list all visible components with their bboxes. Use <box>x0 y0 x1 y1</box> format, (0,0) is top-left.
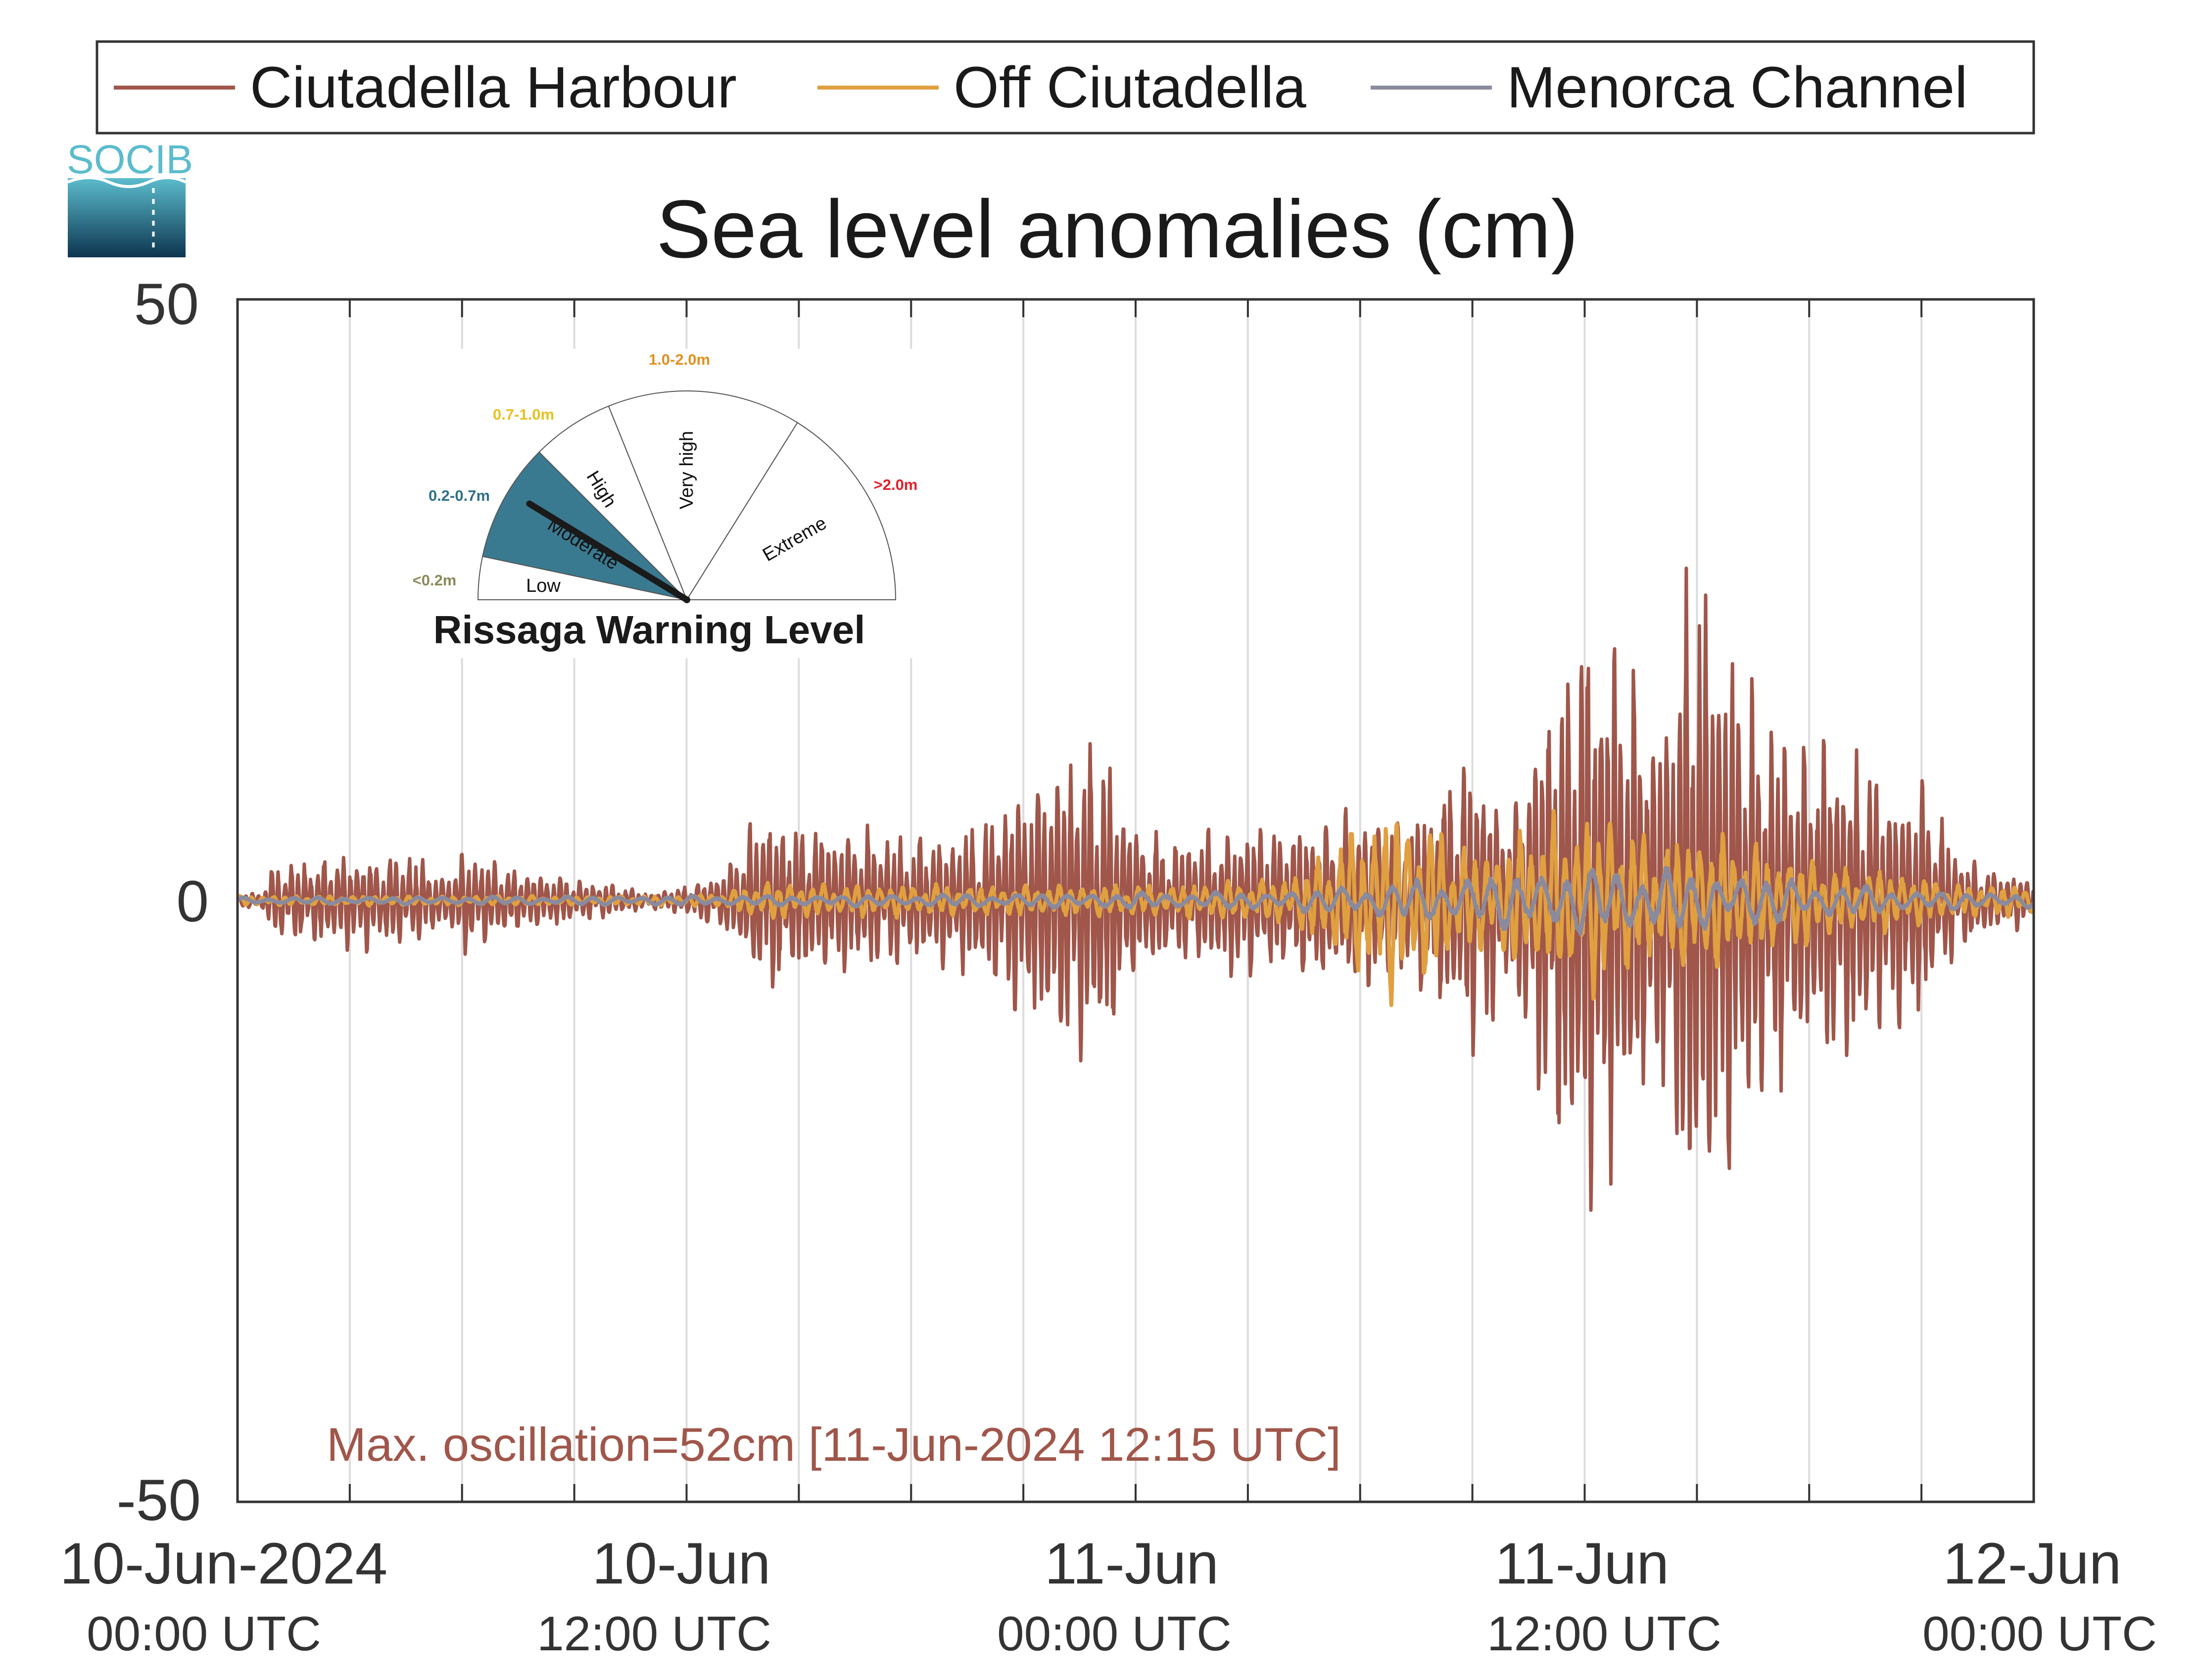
chart-title: Sea level anomalies (cm) <box>656 184 1578 275</box>
gauge-needle <box>526 500 690 603</box>
x-tick-date-3: 11-Jun <box>1495 1531 1669 1596</box>
x-tick-date-4: 12-Jun <box>1943 1531 2122 1596</box>
gauge-sector-extreme <box>686 422 897 600</box>
x-tick-time-3: 12:00 UTC <box>1487 1606 1721 1661</box>
logo-text: SOCIB <box>67 137 193 182</box>
gauge-label-very-high: Very high <box>676 431 697 509</box>
legend-box <box>96 40 2035 135</box>
y-tick-label-50: 50 <box>134 272 199 337</box>
x-tick-marks <box>348 299 1923 1502</box>
gauge-range-low: <0.2m <box>413 572 457 589</box>
x-tick-time-0: 00:00 UTC <box>87 1606 321 1661</box>
x-tick-time-4: 00:00 UTC <box>1922 1606 2157 1661</box>
gauge-sector-high <box>538 405 687 600</box>
series-group <box>238 566 2034 1212</box>
logo-wave-block <box>68 178 186 257</box>
logo-wave-line <box>67 176 187 188</box>
gauge-label-low: Low <box>526 576 561 596</box>
x-tick-date-1: 10-Jun <box>592 1531 771 1596</box>
x-tick-time-1: 12:00 UTC <box>537 1606 771 1661</box>
series-line-menorca-channel <box>238 865 2034 936</box>
gauge-range-high: 0.7-1.0m <box>493 406 554 423</box>
x-tick-time-2: 00:00 UTC <box>997 1606 1232 1661</box>
legend-label-ciutadella-harbour: Ciutadella Harbour <box>250 55 737 120</box>
gauge-pivot <box>683 596 690 603</box>
gauge-sector-very-high <box>608 390 798 601</box>
legend: Ciutadella Harbour Off Ciutadella Menorc… <box>96 40 2035 135</box>
x-tick-date-0: 10-Jun-2024 <box>60 1531 388 1596</box>
y-tick-label-minus-50: -50 <box>116 1468 201 1533</box>
legend-label-off-ciutadella: Off Ciutadella <box>954 55 1306 120</box>
gauge-range-very-high: 1.0-2.0m <box>649 351 710 368</box>
gauge-title: Rissaga Warning Level <box>433 608 865 652</box>
gauge-range-moderate: 0.2-0.7m <box>429 487 490 504</box>
gauge-sectors <box>477 390 897 601</box>
y-tick-label-0: 0 <box>176 869 209 934</box>
series-line-ciutadella-harbour <box>238 566 2034 1212</box>
rissaga-gauge: Low Moderate High Very high Extreme <0.2… <box>402 349 932 658</box>
max-oscillation-annotation: Max. oscillation=52cm [11-Jun-2024 12:15… <box>327 1418 1341 1471</box>
socib-logo: SOCIB <box>67 137 193 257</box>
x-tick-date-2: 11-Jun <box>1045 1531 1219 1596</box>
gauge-sector-moderate <box>482 451 689 601</box>
gauge-range-extreme: >2.0m <box>874 476 918 493</box>
legend-label-menorca-channel: Menorca Channel <box>1507 55 1967 120</box>
